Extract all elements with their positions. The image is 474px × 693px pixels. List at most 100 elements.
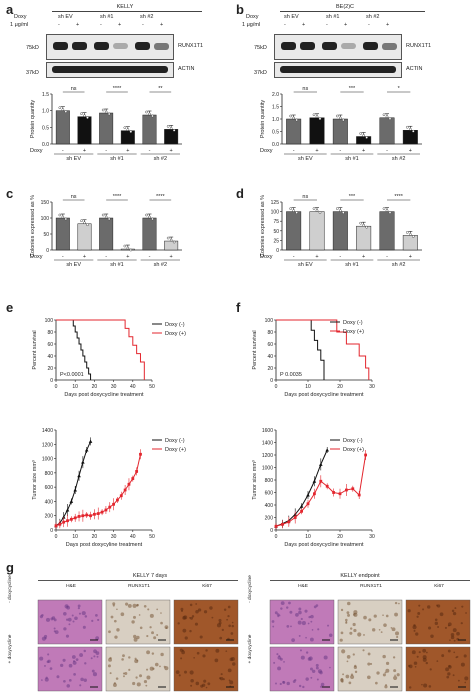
cell-nucleus bbox=[450, 635, 455, 640]
cell-nucleus bbox=[346, 655, 351, 659]
cell-nucleus bbox=[84, 615, 88, 618]
cell-nucleus bbox=[422, 657, 427, 662]
histology-tile bbox=[173, 646, 239, 692]
y-axis-label: Colonies expressed as % bbox=[30, 195, 36, 257]
cell-nucleus bbox=[315, 604, 319, 607]
cell-nucleus bbox=[407, 664, 411, 668]
sign-label: - bbox=[293, 254, 295, 260]
cell-nucleus bbox=[392, 656, 396, 659]
bar bbox=[356, 136, 372, 145]
data-point bbox=[58, 106, 62, 109]
cell-nucleus bbox=[205, 649, 208, 652]
data-point bbox=[169, 127, 173, 130]
y-tick-label: 0.5 bbox=[272, 130, 279, 136]
data-point bbox=[64, 217, 68, 221]
cell-nucleus bbox=[177, 622, 180, 625]
data-point bbox=[86, 223, 89, 227]
data-point bbox=[101, 108, 105, 112]
cell-nucleus bbox=[165, 627, 168, 630]
data-point bbox=[338, 492, 342, 496]
cell-nucleus bbox=[160, 612, 162, 614]
cell-nucleus bbox=[447, 624, 450, 627]
mw-top-a: 75kD bbox=[26, 45, 39, 51]
group-label: sh #2 bbox=[392, 156, 405, 162]
cell-nucleus bbox=[367, 675, 371, 680]
data-point bbox=[319, 462, 323, 466]
cell-nucleus bbox=[78, 612, 81, 615]
cell-nucleus bbox=[298, 607, 302, 611]
cell-nucleus bbox=[396, 635, 399, 639]
cell-nucleus bbox=[180, 607, 184, 611]
y-tick-label: 1.0 bbox=[272, 117, 279, 123]
cell-nucleus bbox=[39, 615, 43, 619]
bar bbox=[55, 110, 70, 145]
cell-nucleus bbox=[273, 661, 276, 664]
x-tick-label: 10 bbox=[72, 384, 78, 390]
cell-nucleus bbox=[310, 667, 313, 671]
cell-nucleus bbox=[96, 655, 99, 658]
cell-nucleus bbox=[195, 610, 199, 614]
cell-nucleus bbox=[230, 632, 234, 635]
cell-nucleus bbox=[128, 668, 131, 671]
cell-nucleus bbox=[323, 655, 328, 660]
cell-nucleus bbox=[53, 627, 56, 630]
data-point bbox=[123, 244, 127, 248]
y-tick-label: 400 bbox=[265, 503, 274, 509]
data-point bbox=[69, 499, 74, 503]
data-point bbox=[281, 522, 284, 526]
cell-nucleus bbox=[436, 604, 438, 607]
data-point bbox=[166, 236, 170, 240]
cell-nucleus bbox=[190, 678, 194, 683]
cell-nucleus bbox=[139, 674, 143, 678]
cell-nucleus bbox=[345, 674, 350, 679]
x-tick-label: 40 bbox=[130, 534, 136, 540]
cell-nucleus bbox=[68, 663, 73, 668]
data-point bbox=[382, 113, 386, 117]
cell-nucleus bbox=[83, 678, 87, 682]
cell-nucleus bbox=[195, 603, 198, 605]
x-tick-label: 10 bbox=[72, 534, 78, 540]
data-point bbox=[315, 115, 319, 119]
y-tick-label: 1000 bbox=[262, 466, 273, 472]
cell-nucleus bbox=[317, 628, 320, 631]
series-line bbox=[276, 319, 370, 380]
cell-nucleus bbox=[340, 608, 344, 612]
sign-label: - bbox=[386, 254, 388, 260]
group-label-a-0: sh EV bbox=[58, 14, 73, 20]
data-point bbox=[382, 207, 386, 210]
col-label-runx-right: RUNX1T1 bbox=[360, 584, 382, 589]
cell-nucleus bbox=[441, 654, 445, 658]
cell-nucleus bbox=[51, 616, 56, 620]
data-point bbox=[364, 453, 367, 457]
cell-nucleus bbox=[205, 686, 208, 689]
data-point bbox=[339, 209, 342, 212]
cell-nucleus bbox=[138, 614, 141, 616]
data-point bbox=[131, 477, 135, 480]
cell-nucleus bbox=[183, 615, 188, 620]
cell-nucleus bbox=[310, 620, 313, 623]
cell-nucleus bbox=[350, 673, 354, 676]
dose-label-a: 1 μg/ml bbox=[10, 22, 29, 28]
col-label-ki67-right: Ki67 bbox=[434, 584, 444, 589]
cell-nucleus bbox=[115, 677, 119, 680]
cell-nucleus bbox=[146, 650, 151, 655]
cell-nucleus bbox=[181, 610, 183, 612]
protein-top-b: RUNX1T1 bbox=[406, 43, 432, 49]
bar bbox=[55, 217, 70, 251]
cell-nucleus bbox=[450, 632, 455, 637]
cell-nucleus bbox=[131, 620, 135, 624]
data-point bbox=[88, 439, 93, 443]
cell-nucleus bbox=[391, 627, 396, 632]
cell-nucleus bbox=[288, 601, 291, 605]
col-label-runx-left: RUNX1T1 bbox=[128, 584, 150, 589]
cell-nucleus bbox=[124, 672, 128, 676]
data-point bbox=[172, 129, 176, 132]
cell-nucleus bbox=[416, 615, 419, 618]
cell-nucleus bbox=[153, 636, 157, 640]
y-tick-label: 1000 bbox=[42, 457, 53, 463]
panel-letter-c: c bbox=[6, 186, 14, 201]
histology-title-left: KELLY 7 days bbox=[132, 573, 168, 579]
data-point bbox=[127, 482, 131, 486]
y-tick-label: 600 bbox=[45, 485, 54, 491]
significance-label: ** bbox=[158, 86, 163, 92]
